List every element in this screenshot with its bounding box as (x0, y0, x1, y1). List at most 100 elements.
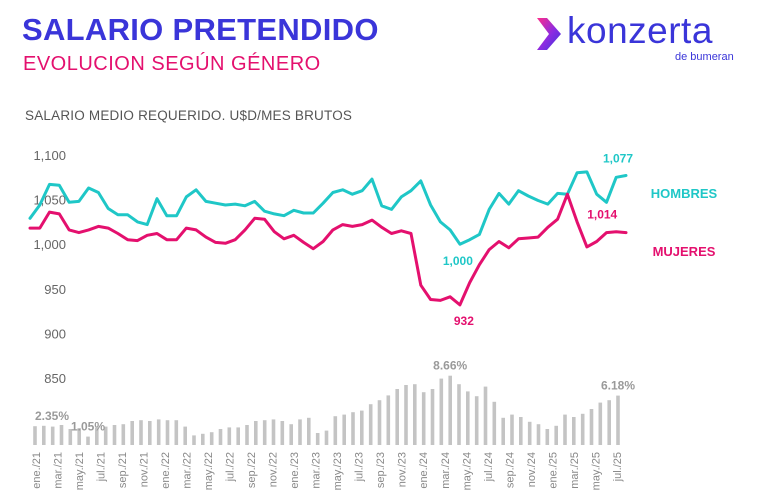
x-tick-label: jul./21 (96, 452, 108, 482)
gap-bar (298, 419, 302, 445)
gap-bar (165, 420, 170, 445)
x-tick-label: jul./25 (612, 452, 624, 482)
x-tick-label: jul./23 (354, 452, 366, 482)
x-tick-label: jul./24 (483, 452, 495, 482)
gap-bar (466, 391, 470, 445)
data-label: 1,077 (603, 152, 633, 166)
x-tick-label: ene./25 (547, 452, 559, 489)
page-subtitle: EVOLUCION SEGÚN GÉNERO (23, 53, 321, 75)
gap-bar (245, 425, 249, 445)
gap-bar (183, 426, 187, 445)
logo-wordmark: konzerta (567, 10, 713, 51)
gap-bar (545, 429, 550, 445)
gap-bar (580, 413, 585, 445)
x-tick-label: nov./22 (268, 452, 280, 487)
x-tick-label: ene./23 (289, 452, 301, 489)
gap-bar (280, 421, 285, 445)
gap-bar (77, 428, 81, 445)
gap-bar (148, 421, 152, 445)
gap-bar (589, 409, 594, 445)
gap-bar (236, 427, 240, 445)
x-tick-label: ene./22 (160, 452, 172, 489)
x-tick-label: mar./24 (440, 452, 452, 489)
gap-bar (404, 385, 408, 445)
x-tick-label: ene./24 (418, 452, 430, 489)
gap-bar (33, 426, 37, 445)
gap-bar (554, 425, 558, 445)
gap-bar (192, 435, 196, 445)
gap-bar (68, 429, 73, 445)
gap-bar (156, 419, 161, 445)
gap-bar (501, 417, 505, 445)
gap-bar (510, 414, 514, 445)
gap-bars (33, 375, 620, 445)
x-axis: ene./21 mar./21 may./21 jul./21 sep./21 nov./… (31, 452, 624, 490)
data-label: 1,000 (443, 254, 473, 268)
x-tick-label: sep./22 (246, 452, 258, 488)
y-tick-label: 950 (44, 282, 66, 297)
gap-bar (483, 386, 488, 445)
x-tick-label: nov./21 (139, 452, 151, 487)
gap-bar (439, 378, 444, 445)
series-line-mujeres (28, 192, 628, 307)
gap-bar (59, 425, 64, 445)
gap-bar (448, 375, 452, 445)
x-tick-label: may./21 (74, 452, 86, 490)
gap-bar (112, 425, 117, 445)
konzerta-logo: konzerta de bumeran (535, 10, 735, 70)
x-tick-label: sep./24 (504, 452, 516, 488)
gap-bar (527, 421, 532, 445)
gap-bar-label: 6.18% (601, 379, 635, 393)
gap-bar-label: 8.66% (433, 359, 467, 373)
page-title: SALARIO PRETENDIDO (22, 12, 379, 47)
gap-bar (607, 400, 611, 445)
x-tick-label: may./22 (203, 452, 215, 490)
data-labels: 1,077 1,000 932 1,014 (443, 152, 633, 328)
gap-bar-label: 1.05% (71, 420, 105, 434)
gap-bar (457, 384, 461, 445)
gap-bar (103, 426, 108, 445)
gap-bar (492, 401, 497, 445)
series-legend: HOMBRES MUJERES (651, 186, 718, 259)
gap-bar-labels: 2.35%1.05% 8.66% 6.18% (35, 359, 635, 434)
x-tick-label: mar./22 (182, 452, 194, 489)
y-tick-label: 1,000 (33, 237, 66, 252)
gap-bar (616, 395, 620, 445)
gap-bar (474, 396, 479, 445)
chart-title: SALARIO MEDIO REQUERIDO. U$D/MES BRUTOS (25, 108, 353, 123)
gap-bar (377, 400, 382, 445)
gap-bar-label: 2.35% (35, 409, 69, 423)
x-tick-label: may./24 (461, 452, 473, 490)
gap-bar (519, 417, 523, 445)
x-tick-label: sep./23 (375, 452, 387, 488)
gap-bar (209, 432, 214, 445)
x-tick-label: nov./24 (526, 452, 538, 487)
gap-bar (386, 395, 391, 445)
gap-bar (271, 419, 276, 445)
series-lines (28, 170, 628, 307)
gap-bar (289, 424, 293, 445)
gap-bar (139, 420, 143, 445)
gap-bar (50, 426, 55, 445)
gap-bar (368, 404, 373, 445)
konzerta-chevron-icon (537, 18, 561, 50)
legend-hombres: HOMBRES (651, 186, 718, 201)
gap-bar (333, 416, 338, 445)
y-tick-label: 900 (44, 326, 66, 341)
gap-bar (307, 417, 311, 445)
gap-bar (315, 433, 320, 445)
gap-bar (351, 412, 355, 445)
gap-bar (218, 429, 223, 445)
gap-bar (395, 389, 399, 445)
gap-bar (201, 433, 205, 445)
gap-bar (95, 427, 99, 445)
logo-tagline: de bumeran (675, 51, 734, 63)
gap-bar (86, 436, 90, 445)
gap-bar (227, 427, 232, 445)
gap-bar (254, 421, 258, 445)
legend-mujeres: MUJERES (653, 244, 716, 259)
series-line-hombres (28, 170, 628, 246)
gap-bar (121, 424, 126, 445)
